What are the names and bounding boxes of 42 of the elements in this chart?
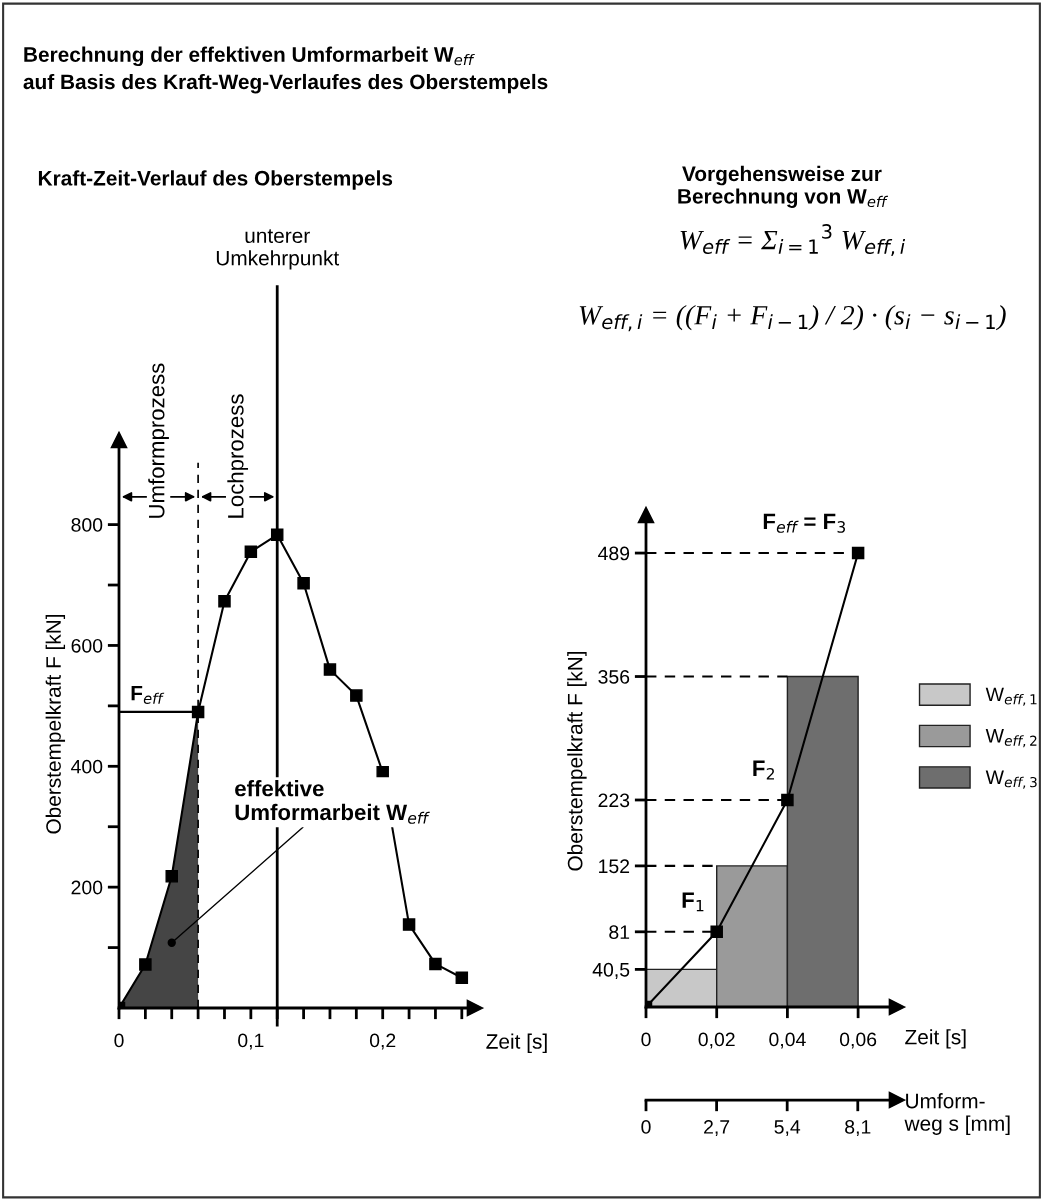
x-tick-label: 0,04 (769, 1032, 806, 1049)
annotation: F$_{2}$ (753, 760, 774, 780)
annotation: F$_{1}$ (682, 892, 704, 912)
legend-label: W$_{eff,2}$ (985, 729, 1037, 748)
x-tick-label: 0 (641, 1032, 651, 1047)
ref-line-label: unterer Umkehrpunkt (216, 229, 340, 270)
y-tick-label: 223 (598, 793, 630, 808)
y-tick-label: 489 (598, 546, 630, 561)
x2-tick-label: 2,7 (704, 1120, 730, 1137)
y-axis-title: Oberstempelkraft F [kN] (567, 651, 587, 871)
annotation: effektive Umformarbeit W$_{eff}$ (235, 780, 430, 824)
y-tick-label: 600 (71, 638, 103, 653)
text: W$_{eff}$ = Σ$_{i=1}$$^{3}$ W$_{eff,i}$ (680, 224, 906, 256)
legend-label: W$_{eff,3}$ (985, 770, 1037, 789)
y-tick-label: 800 (71, 518, 103, 532)
x-tick-label: 0 (114, 1033, 124, 1048)
annotation: Umformprozess (148, 363, 169, 518)
chart-subtitle: Kraft-Zeit-Verlauf des Oberstempels (38, 170, 393, 190)
chart-title: Berechnung der effektiven Umformarbeit W$_{eff}$ auf Basis des Kraft-Weg-Verlaufes des Oberstempels (23, 46, 548, 94)
y-tick-label: 400 (71, 759, 103, 774)
y-tick-label: 40,5 (592, 962, 630, 979)
x2-axis-title: Umform- weg s [mm] (904, 1093, 1010, 1135)
legend-label: W$_{eff,1}$ (985, 687, 1037, 706)
y-tick-label: 81 (609, 925, 630, 940)
x-tick-label: 0,1 (238, 1033, 264, 1050)
x2-tick-label: 8,1 (845, 1120, 871, 1137)
x2-tick-label: 0 (641, 1120, 651, 1134)
annotation: Lochprozess (227, 394, 249, 518)
text: W$_{eff,i}$ = ((F$_{i}$ + F$_{i−1}$) / 2) · (s$_{i}$ − s$_{i−1}$) (579, 305, 1006, 332)
ref-line-label: F$_{eff}$ (131, 685, 165, 704)
x-tick-label: 0,2 (369, 1033, 396, 1050)
y-tick-label: 152 (599, 859, 630, 874)
annotation: F$_{eff}$ = F$_{3}$ (763, 513, 846, 533)
x2-tick-label: 5,4 (774, 1120, 801, 1137)
y-axis-title: Oberstempelkraft F [kN] (45, 614, 66, 834)
x-axis-title: Zeit [s] (486, 1033, 547, 1053)
y-tick-label: 200 (71, 880, 103, 895)
chart-title: Vorgehensweise zur Berechnung von W$_{eff}$ (678, 165, 889, 208)
x-tick-label: 0,02 (698, 1032, 735, 1049)
x-axis-title: Zeit [s] (905, 1029, 966, 1049)
x-tick-label: 0,06 (839, 1032, 877, 1049)
y-tick-label: 356 (598, 669, 630, 684)
